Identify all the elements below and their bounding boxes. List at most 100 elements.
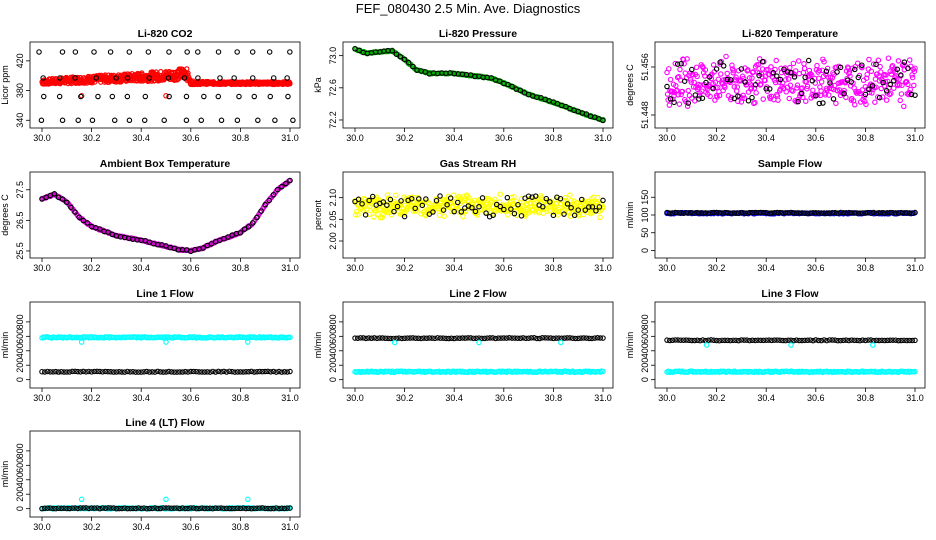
- overlay-point: [185, 505, 191, 512]
- data-point: [379, 214, 385, 221]
- overlay-point: [880, 79, 886, 86]
- data-point: [287, 334, 293, 341]
- data-point: [890, 85, 897, 91]
- overlay-point: [694, 209, 701, 216]
- x-tick-label: 30.8: [857, 263, 875, 273]
- data-point: [678, 91, 684, 98]
- x-tick-label: 30.2: [708, 263, 726, 273]
- x-tick-label: 30.8: [232, 133, 250, 143]
- overlay-point: [454, 199, 461, 206]
- overlay-point: [711, 337, 717, 344]
- data-point: [723, 53, 729, 60]
- overlay-point: [895, 337, 902, 344]
- overlay-point: [766, 86, 773, 92]
- overlay-point: [692, 92, 699, 98]
- data-point: [594, 200, 600, 206]
- y-tick-label: 200: [15, 487, 25, 502]
- data-point: [864, 71, 870, 78]
- overlay-point: [283, 180, 289, 187]
- overlay-point: [429, 335, 435, 341]
- overlay-point: [686, 337, 692, 344]
- overlay-point: [678, 337, 684, 343]
- overlay-point: [451, 208, 457, 215]
- overlay-point: [799, 337, 805, 344]
- x-tick-label: 30.6: [807, 263, 825, 273]
- overlay-point: [42, 505, 48, 512]
- overlay-point: [234, 505, 241, 512]
- overlay-point: [193, 505, 200, 512]
- overlay-point: [166, 93, 172, 100]
- data-point: [886, 91, 893, 98]
- overlay-point: [703, 79, 709, 86]
- overlay-point: [38, 117, 45, 124]
- overlay-point: [229, 368, 235, 375]
- data-point: [803, 98, 809, 104]
- plot-frame: [29, 171, 301, 259]
- overlay-point: [77, 505, 84, 511]
- data-point: [373, 197, 380, 203]
- x-tick-label: 31.0: [906, 393, 924, 403]
- overlay-point: [434, 335, 441, 341]
- panel-9: Line 3 Flow ml/min 30.0 30.2 30.4 30.6 30.8 31.…: [625, 288, 926, 403]
- x-tick-label: 30.6: [182, 263, 200, 273]
- y-tick-label: 0: [640, 377, 650, 382]
- overlay-point: [796, 210, 803, 216]
- overlay-point: [126, 49, 133, 55]
- y-tick-label: 800: [328, 314, 338, 329]
- overlay-point: [788, 69, 794, 76]
- overlay-point: [843, 337, 849, 343]
- data-point: [866, 56, 872, 63]
- overlay-point: [119, 505, 125, 512]
- overlay-point: [567, 335, 573, 341]
- overlay-point: [44, 368, 51, 375]
- overlay-point: [80, 217, 87, 224]
- y-tick-label: 800: [15, 443, 25, 458]
- overlay-point: [498, 335, 504, 341]
- overlay-point: [534, 335, 540, 342]
- overlay-point: [53, 368, 59, 375]
- data-point: [814, 62, 820, 69]
- data-point: [906, 57, 913, 63]
- overlay-point: [689, 209, 695, 216]
- data-point: [528, 200, 535, 207]
- overlay-point: [781, 66, 787, 73]
- overlay-point: [201, 505, 208, 512]
- overlay-point: [236, 93, 242, 100]
- data-point: [450, 192, 457, 198]
- overlay-point: [802, 210, 808, 216]
- overlay-point: [223, 505, 230, 512]
- overlay-point: [397, 54, 404, 60]
- overlay-point: [757, 209, 764, 216]
- overlay-point: [290, 117, 296, 124]
- x-tick-label: 30.4: [445, 133, 463, 143]
- data-point: [773, 57, 779, 64]
- data-point: [878, 69, 884, 75]
- x-tick-label: 30.2: [396, 263, 414, 273]
- panel-title: Line 3 Flow: [761, 288, 819, 300]
- data-point: [909, 74, 916, 81]
- overlay-point: [859, 337, 866, 343]
- data-point: [816, 67, 823, 74]
- data-point: [911, 82, 917, 89]
- y-axis-label: ml/min: [0, 332, 10, 359]
- panel-1: Li-820 CO2 Licor ppm 30.0 30.2 30.4 30.6 30.8 3…: [0, 28, 301, 143]
- x-tick-label: 30.8: [545, 263, 563, 273]
- panel-7: Line 1 Flow ml/min 30.0 30.2 30.4 30.6 30.8 31.…: [0, 288, 301, 403]
- overlay-point: [563, 103, 569, 110]
- y-tick-label: 800: [640, 314, 650, 329]
- overlay-point: [735, 210, 742, 216]
- overlay-point: [697, 210, 703, 216]
- overlay-point: [683, 337, 690, 343]
- overlay-point: [868, 210, 874, 216]
- data-point: [492, 196, 498, 203]
- overlay-point: [798, 90, 805, 97]
- overlay-point: [138, 369, 144, 375]
- y-tick-label: 600: [15, 458, 25, 473]
- overlay-point: [69, 368, 76, 375]
- overlay-point: [250, 75, 256, 81]
- overlay-point: [865, 209, 871, 216]
- y-tick-label: 2.05: [328, 211, 338, 229]
- data-point: [149, 78, 155, 84]
- overlay-point: [66, 369, 73, 375]
- overlay-point: [447, 195, 454, 201]
